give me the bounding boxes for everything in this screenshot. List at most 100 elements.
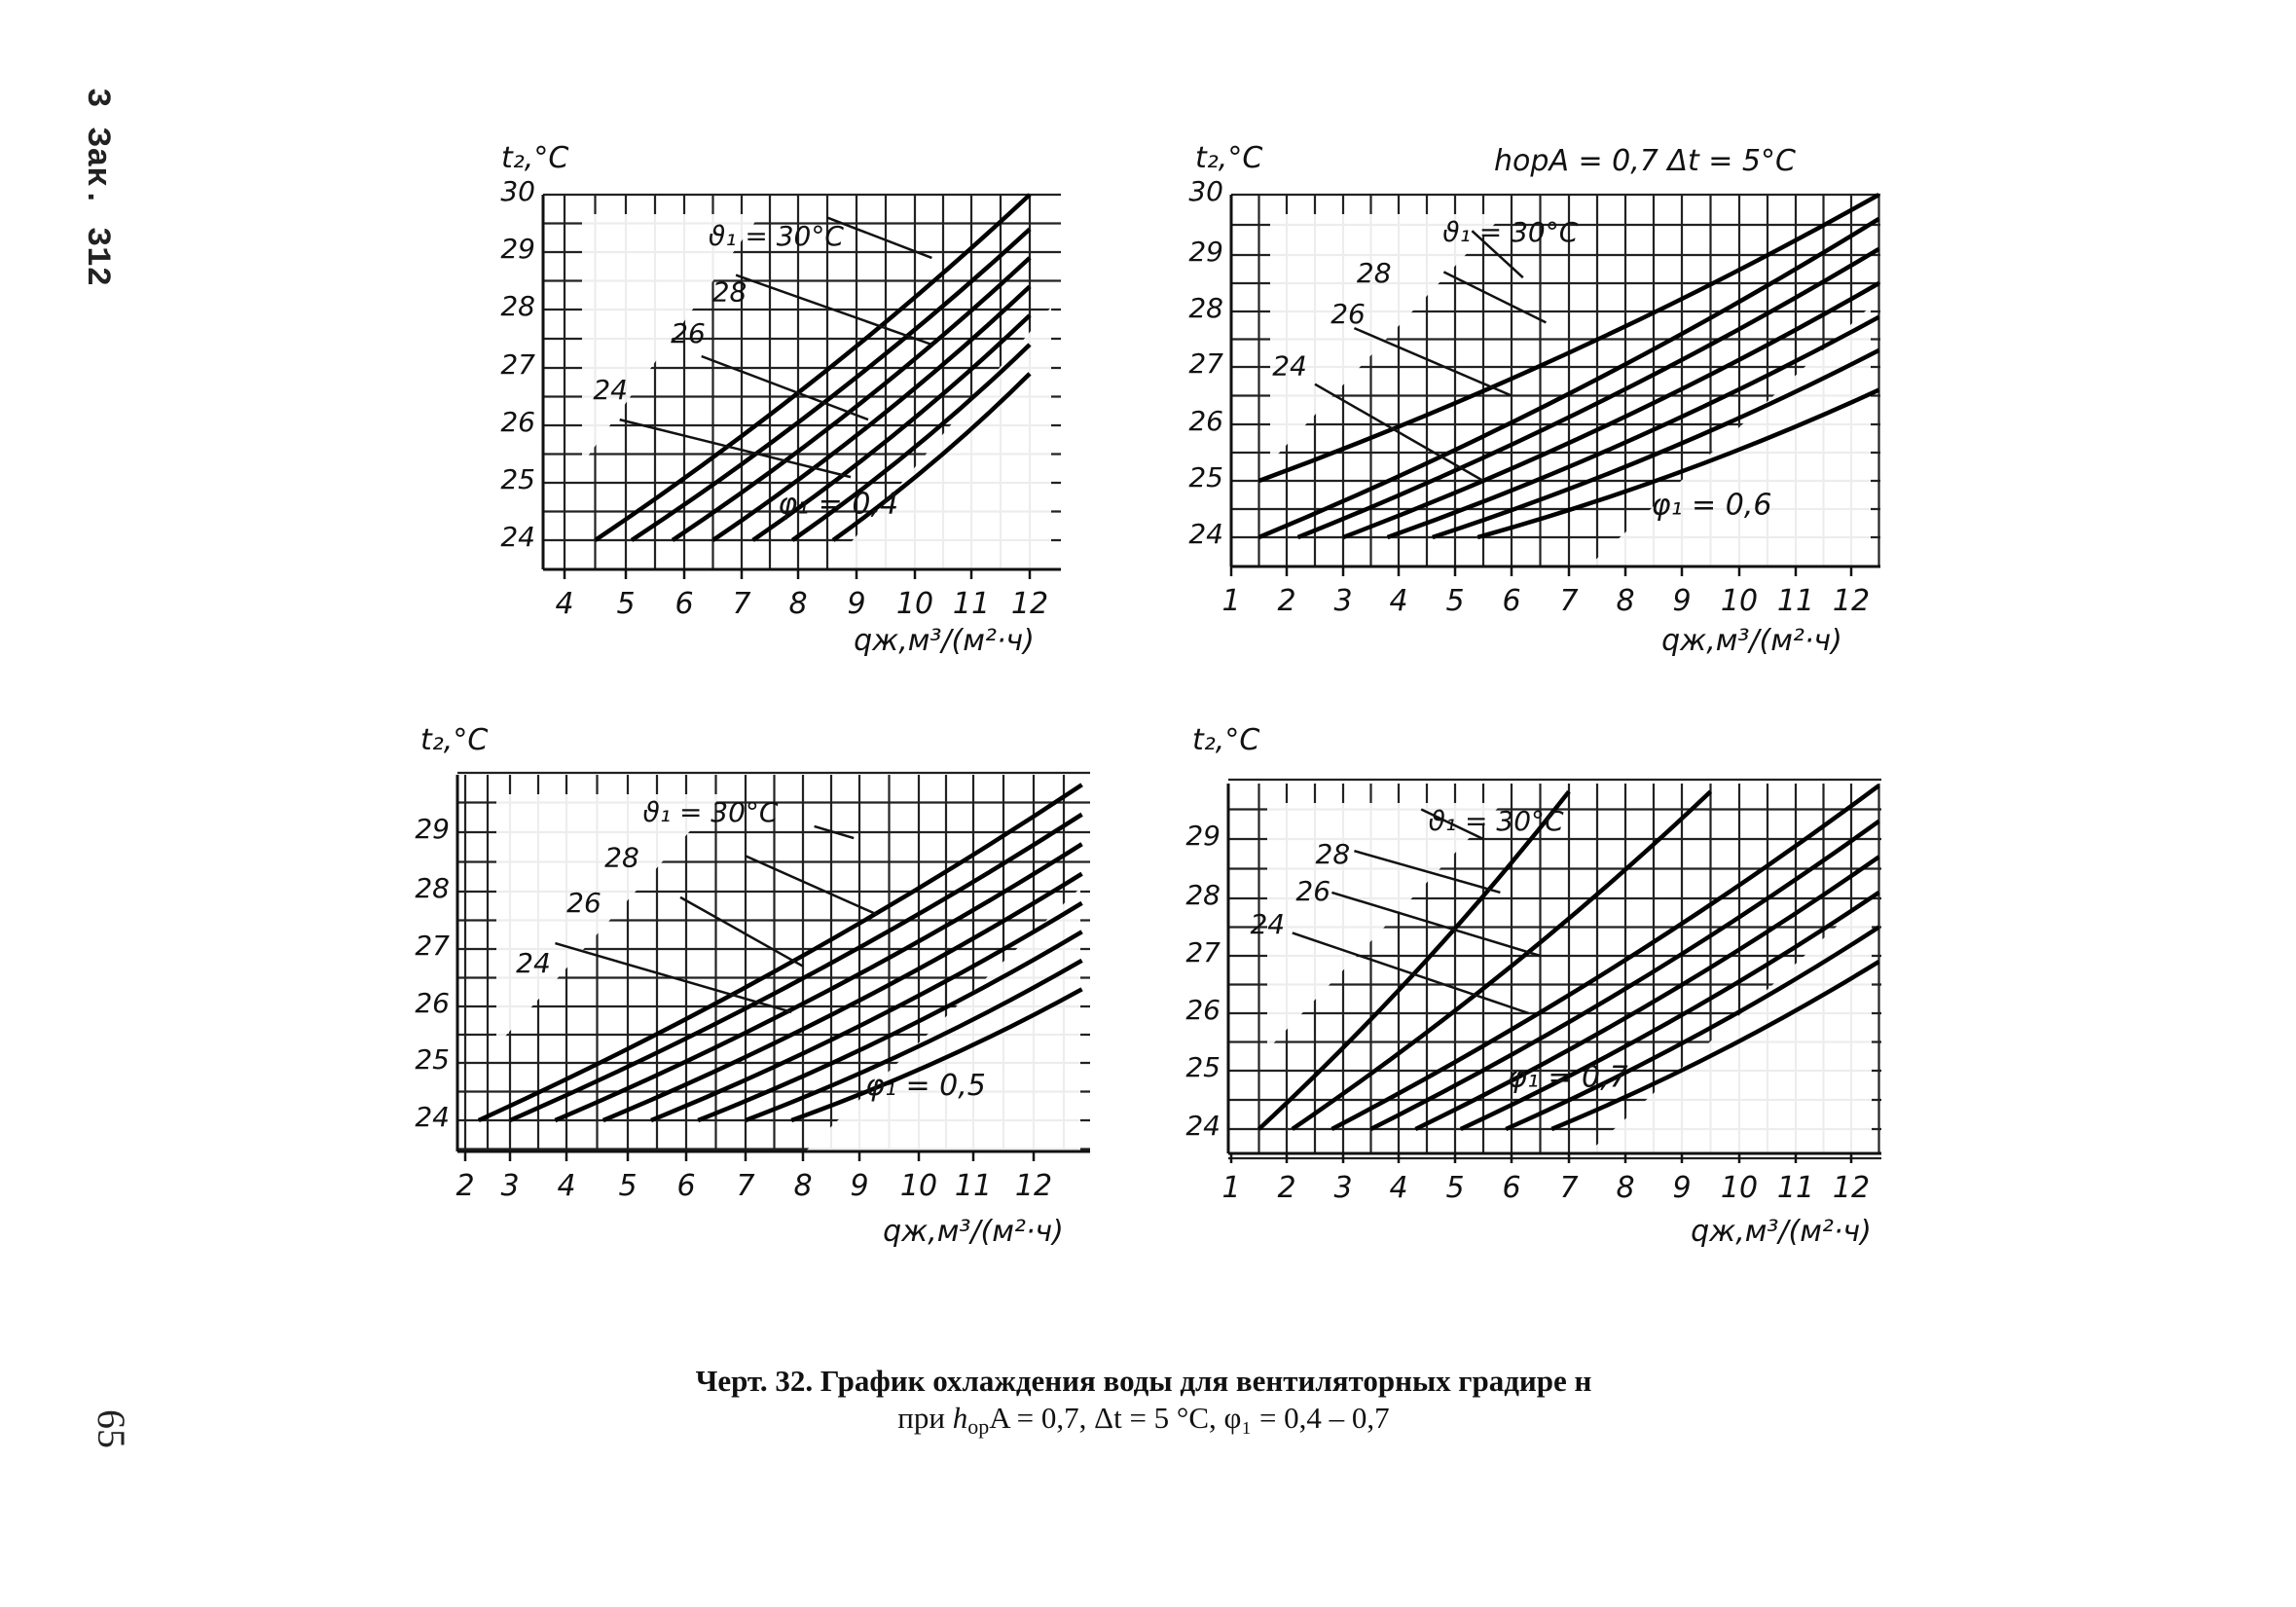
isotherm-line-2	[1331, 891, 1541, 958]
y-tick-label: 28	[1188, 292, 1223, 324]
caption-title: Черт. 32. График охлаждения воды для вен…	[695, 1364, 1592, 1398]
x-tick-label: 7	[736, 1169, 754, 1203]
x-tick-label: 6	[1502, 1171, 1520, 1205]
isotherm-label: 24	[1272, 349, 1307, 382]
isotherm-line-1	[1442, 271, 1547, 324]
isotherm-line-0	[1471, 230, 1524, 279]
series-line-1	[509, 812, 1083, 1123]
chart-panel-bottom-left: 2 3 4 5 6 7 8 9 10 11 12 24 25 26 27 28 29 t₂,°C qж,м³/(м²…	[415, 723, 1090, 1249]
phi-label: φ₁ = 0,6	[1652, 489, 1772, 523]
y-tick-label: 27	[500, 348, 535, 381]
blank-region-upper	[582, 214, 761, 465]
y-tick-label: 25	[500, 463, 535, 495]
x-axis-label: qж,м³/(м²·ч)	[883, 1215, 1064, 1249]
x-tick-label: 11	[953, 587, 990, 621]
caption-prefix: при	[897, 1401, 953, 1435]
series-line-0	[1257, 193, 1880, 484]
series-line-6	[1505, 925, 1880, 1132]
theta-label: ϑ₁ = 30°C	[709, 220, 844, 252]
y-tick-label: 25	[1185, 1051, 1221, 1083]
phi-label: φ₁ = 0,4	[778, 487, 898, 521]
x-tick-label: 3	[1333, 584, 1352, 618]
x-tick-label: 7	[732, 587, 750, 621]
isotherm-label: 28	[1357, 257, 1392, 289]
series-line-4	[751, 313, 1032, 542]
x-tick-label: 8	[788, 587, 807, 621]
isotherm-label: 24	[593, 374, 628, 406]
series-line-4	[1386, 314, 1880, 540]
y-tick-label: 28	[1185, 879, 1221, 911]
blank-region-lower	[827, 307, 1051, 569]
series-line-3	[601, 871, 1083, 1123]
blank-region-lower	[805, 888, 1080, 1151]
y-tick-label: 24	[1185, 1110, 1221, 1142]
x-tick-label: 11	[1777, 1171, 1814, 1205]
y-axis-label: t₂,°C	[1192, 723, 1259, 757]
isotherm-line-2	[1353, 326, 1512, 397]
y-tick-label: 26	[415, 987, 450, 1019]
x-tick-label: 5	[618, 1169, 637, 1203]
y-tick-label: 28	[500, 290, 535, 322]
series-line-5	[1432, 347, 1880, 540]
x-tick-label: 3	[500, 1169, 519, 1203]
y-tick-label: 25	[1188, 461, 1223, 493]
x-tick-label: 10	[1721, 1171, 1758, 1205]
isotherm-label: 26	[566, 887, 601, 919]
y-tick-label: 29	[1185, 820, 1221, 852]
isotherm-label: 26	[1330, 298, 1366, 330]
x-tick-label: 10	[1721, 584, 1758, 618]
x-tick-label: 7	[1559, 1171, 1578, 1205]
series-line-2	[1330, 784, 1880, 1131]
chart-panel-bottom-right: 1 2 3 4 5 6 7 8 9 10 11 12242526272829t₂,°Cqж,м³/(м…	[1185, 723, 1881, 1249]
series-line-7	[1550, 959, 1880, 1132]
y-axis-label: t₂,°C	[420, 723, 488, 757]
x-tick-label: 4	[1389, 584, 1407, 618]
y-tick-label: 26	[1188, 405, 1223, 437]
series-line-6	[831, 372, 1032, 542]
x-tick-label: 2	[1277, 1171, 1295, 1205]
x-tick-label: 2	[1277, 584, 1295, 618]
x-tick-label: 11	[1777, 584, 1814, 618]
x-tick-label: 4	[557, 1169, 575, 1203]
y-tick-label: 24	[500, 521, 535, 553]
x-tick-label: 8	[793, 1169, 812, 1203]
series-line-5	[1459, 891, 1880, 1132]
x-tick-label: 2	[456, 1169, 474, 1203]
isotherm-label: 26	[671, 317, 706, 349]
x-tick-label: 12	[1833, 584, 1870, 618]
series-line-5	[697, 930, 1083, 1123]
y-tick-label: 27	[415, 930, 450, 962]
series-line-0	[477, 783, 1083, 1123]
series-line-0	[594, 193, 1032, 542]
blank-region-lower	[1587, 306, 1871, 566]
figure-caption: Черт. 32. График охлаждения воды для вен…	[584, 1363, 1703, 1445]
series-line-5	[790, 343, 1032, 542]
series-line-7	[790, 987, 1083, 1123]
y-tick-label: 29	[1188, 236, 1223, 268]
caption-h-symbol: h	[952, 1401, 968, 1435]
isotherm-label: 26	[1295, 875, 1330, 907]
isotherm-line-3	[1292, 931, 1530, 1015]
x-tick-label: 12	[1011, 587, 1048, 621]
series-line-6	[745, 958, 1083, 1123]
isotherm-label: 28	[712, 276, 747, 309]
x-tick-label: 8	[1616, 1171, 1634, 1205]
x-tick-label: 7	[1559, 584, 1578, 618]
x-axis-label: qж,м³/(м²·ч)	[854, 624, 1035, 658]
caption-h-subscript: op	[967, 1414, 990, 1439]
x-tick-label: 1	[1221, 584, 1240, 618]
series-line-1	[630, 227, 1032, 542]
series-line-2	[671, 256, 1032, 542]
isotherm-line-1	[735, 274, 932, 347]
isotherm-line-1	[745, 855, 878, 916]
x-tick-label: 3	[1333, 1171, 1352, 1205]
x-tick-label: 8	[1616, 584, 1634, 618]
x-tick-label: 9	[1672, 584, 1691, 618]
isotherm-line-0	[826, 216, 932, 260]
series-line-2	[1296, 246, 1880, 540]
y-tick-label: 30	[1188, 175, 1223, 207]
y-tick-label: 30	[500, 175, 535, 207]
isotherm-line-1	[1354, 849, 1501, 895]
